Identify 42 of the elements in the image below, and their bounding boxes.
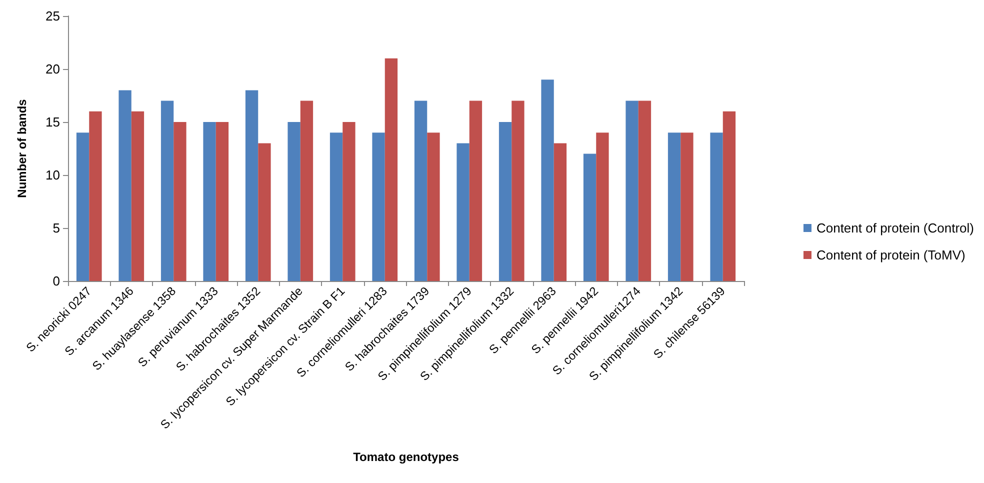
bar [583,154,596,281]
bar [596,132,609,281]
bar [469,100,482,281]
bar [427,132,440,281]
y-tick-label: 20 [46,62,60,76]
bar [342,122,356,281]
bar [372,132,385,281]
bar [118,90,132,281]
bar [668,132,681,281]
bar [414,100,428,281]
bar [722,111,736,281]
bar [288,122,300,281]
bar [216,122,229,281]
bar [456,143,470,281]
legend-label: Content of protein (Control) [816,220,974,236]
bar [626,100,638,281]
y-axis-title: Number of bands [15,98,29,198]
y-tick-label: 25 [46,8,60,24]
bar [258,143,271,281]
x-axis-title: Tomato genotypes [353,450,460,464]
bar [541,80,554,281]
legend-label: Content of protein (ToMV) [816,248,966,262]
bar [498,122,512,281]
bar [638,100,652,281]
bar [512,100,524,281]
bar [245,90,258,281]
y-tick-label: 5 [52,220,60,236]
bar [330,132,343,281]
bar [89,111,102,281]
bar [554,143,567,281]
bar [680,132,694,281]
bar [384,58,398,281]
y-tick-label: 15 [46,114,60,130]
bar [131,111,144,281]
bar [710,132,723,281]
y-tick-label: 0 [52,274,60,288]
bar [160,100,174,281]
bar [76,132,90,281]
y-tick-label: 10 [46,168,60,182]
bar [300,100,314,281]
bar [174,122,186,281]
bar [203,122,216,281]
